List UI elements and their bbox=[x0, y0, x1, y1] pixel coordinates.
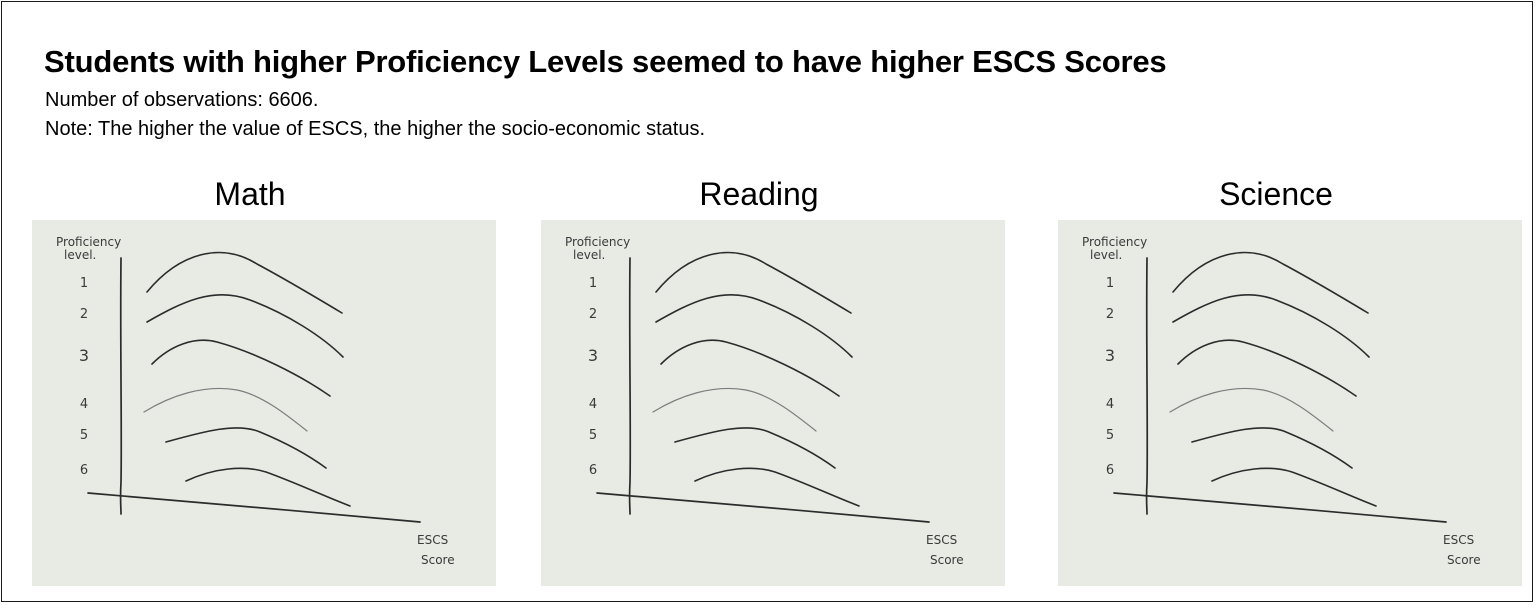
y-axis-label: Proficiency bbox=[56, 235, 121, 249]
x-axis-label-line2: Score bbox=[1447, 553, 1481, 567]
x-axis-label-line2: Score bbox=[930, 553, 964, 567]
level-curve-5 bbox=[165, 427, 327, 469]
level-label-4: 4 bbox=[1106, 397, 1114, 412]
level-label-1: 1 bbox=[589, 276, 597, 291]
figure-title: Students with higher Proficiency Levels … bbox=[44, 44, 1167, 79]
level-curve-6 bbox=[1211, 467, 1377, 507]
panel-title-reading: Reading bbox=[699, 176, 819, 212]
x-axis-label: ESCS bbox=[926, 533, 957, 547]
level-curve-4 bbox=[1169, 387, 1334, 432]
level-curve-5 bbox=[1191, 427, 1353, 469]
level-label-6: 6 bbox=[80, 463, 88, 478]
x-axis bbox=[87, 492, 421, 523]
x-axis bbox=[596, 492, 930, 523]
y-axis-label: Proficiency bbox=[1082, 235, 1147, 249]
y-axis bbox=[119, 257, 123, 515]
level-label-1: 1 bbox=[1106, 276, 1114, 291]
level-curve-3 bbox=[151, 339, 331, 397]
level-label-2: 2 bbox=[80, 307, 88, 322]
level-curve-3 bbox=[1177, 339, 1357, 397]
x-axis-label: ESCS bbox=[417, 533, 448, 547]
level-curve-1 bbox=[146, 251, 343, 314]
level-label-3: 3 bbox=[588, 346, 598, 365]
sketch-panel-reading: Proficiency level. ESCS Score 1 2 3 4 5 6 bbox=[541, 220, 1005, 586]
level-label-4: 4 bbox=[589, 397, 597, 412]
escs-note: Note: The higher the value of ESCS, the … bbox=[45, 118, 705, 140]
level-label-5: 5 bbox=[589, 428, 597, 443]
sketch-panel-math: Proficiency level. ESCS Score 1 2 3 4 5 6 bbox=[32, 220, 496, 586]
level-curve-6 bbox=[694, 467, 860, 507]
level-label-1: 1 bbox=[80, 276, 88, 291]
level-label-5: 5 bbox=[80, 428, 88, 443]
level-curve-6 bbox=[185, 467, 351, 507]
x-axis bbox=[1113, 492, 1447, 523]
y-axis-label-line2: level. bbox=[1090, 248, 1122, 262]
panel-title-science: Science bbox=[1219, 176, 1333, 212]
level-curve-5 bbox=[674, 427, 836, 469]
level-label-2: 2 bbox=[589, 307, 597, 322]
level-label-2: 2 bbox=[1106, 307, 1114, 322]
level-label-6: 6 bbox=[1106, 463, 1114, 478]
y-axis bbox=[1145, 257, 1149, 515]
y-axis-label: Proficiency bbox=[565, 235, 630, 249]
level-label-3: 3 bbox=[1105, 346, 1115, 365]
level-curve-1 bbox=[655, 251, 852, 314]
panel-title-math: Math bbox=[214, 176, 286, 212]
level-curve-3 bbox=[660, 339, 840, 397]
level-curve-2 bbox=[655, 293, 853, 358]
level-label-6: 6 bbox=[589, 463, 597, 478]
level-label-3: 3 bbox=[79, 346, 89, 365]
sketch-panel-science: Proficiency level. ESCS Score 1 2 3 4 5 6 bbox=[1058, 220, 1522, 586]
x-axis-label-line2: Score bbox=[421, 553, 455, 567]
level-curve-2 bbox=[1172, 293, 1370, 358]
y-axis bbox=[628, 257, 632, 515]
observations-note: Number of observations: 6606. bbox=[45, 89, 319, 111]
level-curve-4 bbox=[143, 387, 308, 432]
level-curve-4 bbox=[652, 387, 817, 432]
level-curve-2 bbox=[146, 293, 344, 358]
x-axis-label: ESCS bbox=[1443, 533, 1474, 547]
level-label-4: 4 bbox=[80, 397, 88, 412]
y-axis-label-line2: level. bbox=[64, 248, 96, 262]
level-label-5: 5 bbox=[1106, 428, 1114, 443]
y-axis-label-line2: level. bbox=[573, 248, 605, 262]
level-curve-1 bbox=[1172, 251, 1369, 314]
